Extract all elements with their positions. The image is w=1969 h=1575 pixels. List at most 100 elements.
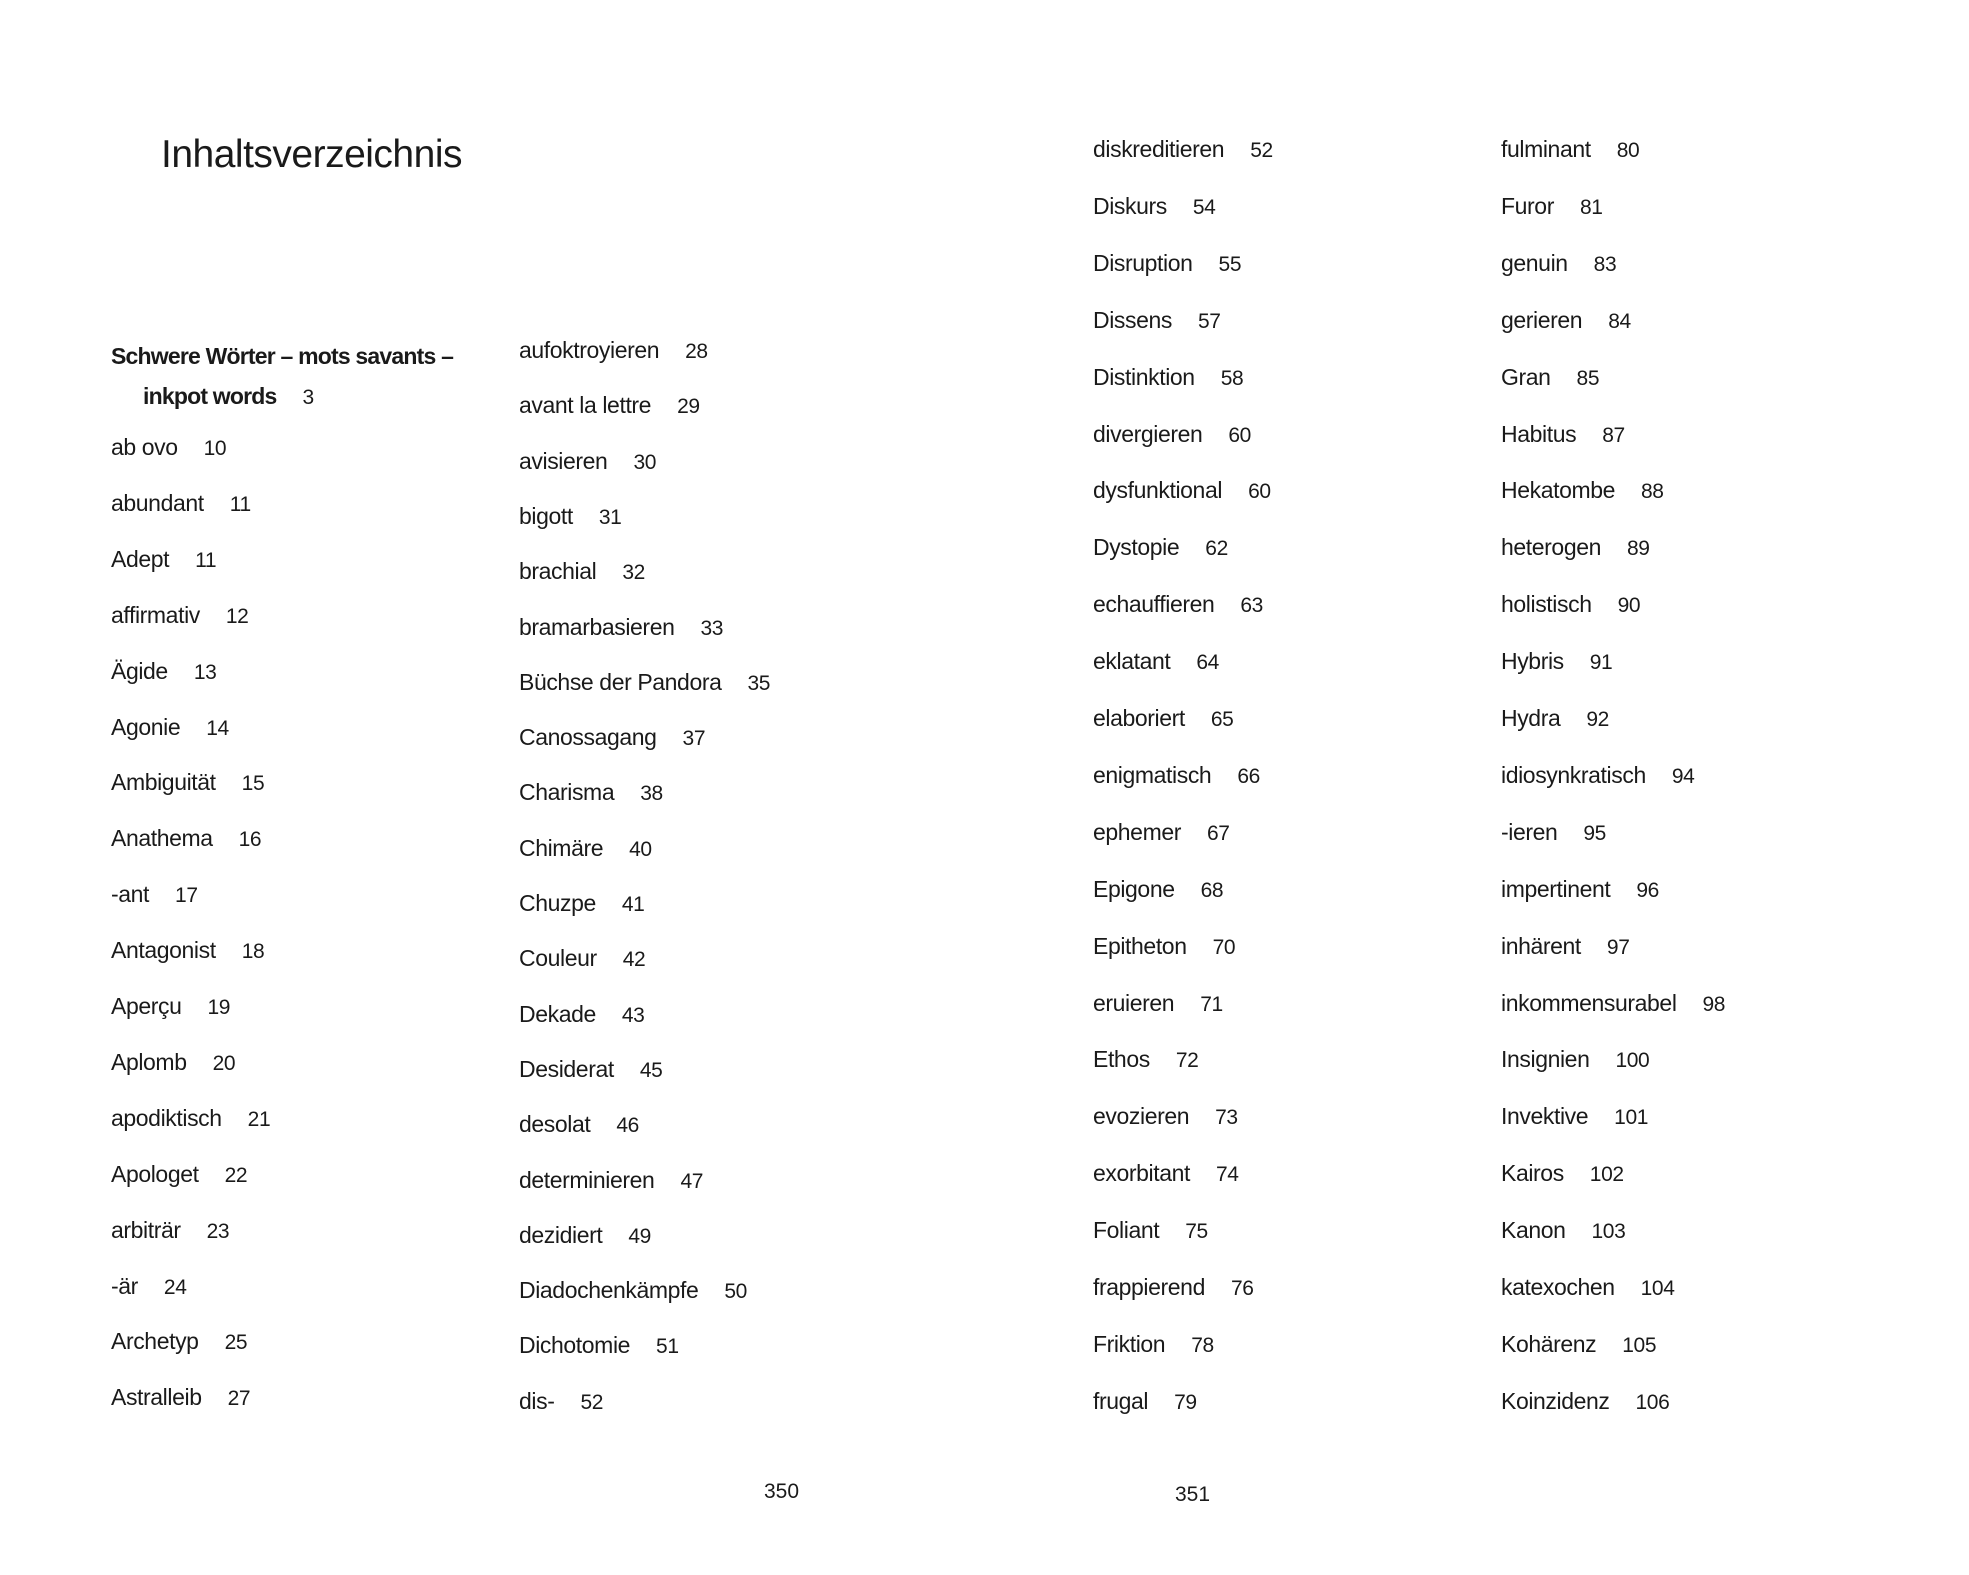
- toc-entry: -ieren 95: [1501, 818, 1606, 848]
- entry-page-number: 79: [1174, 1390, 1197, 1414]
- entry-term: fulminant: [1501, 136, 1591, 162]
- toc-entry: Kanon 103: [1501, 1216, 1626, 1246]
- toc-entry: frugal 79: [1093, 1387, 1197, 1417]
- entry-term: Aperçu: [111, 993, 182, 1019]
- toc-entry: arbiträr 23: [111, 1216, 230, 1246]
- entry-term: Anathema: [111, 825, 213, 852]
- toc-entry: Apologet 22: [111, 1160, 248, 1190]
- toc-entry: Habitus 87: [1501, 420, 1625, 450]
- toc-entry: enigmatisch 66: [1093, 761, 1260, 791]
- entry-page-number: 49: [628, 1224, 651, 1248]
- toc-entry: eruieren 71: [1093, 989, 1223, 1019]
- entry-term: Ethos: [1093, 1046, 1150, 1073]
- entry-page-number: 78: [1191, 1333, 1214, 1357]
- entry-term: Kohärenz: [1501, 1330, 1597, 1357]
- page-number-right: 351: [1175, 1483, 1211, 1506]
- toc-entry: Diadochenkämpfe 50: [519, 1276, 747, 1306]
- entry-page-number: 24: [163, 1275, 187, 1299]
- entry-page-number: 27: [227, 1387, 251, 1411]
- entry-term: Ambiguität: [111, 769, 216, 796]
- entry-term: avisieren: [519, 447, 608, 474]
- entry-term: bramarbasieren: [519, 613, 675, 640]
- entry-term: holistisch: [1501, 591, 1592, 618]
- toc-entry: Canossagang 37: [519, 723, 706, 753]
- entry-term: Aplomb: [111, 1048, 187, 1075]
- toc-entry: apodiktisch 21: [111, 1104, 271, 1134]
- toc-entry: bigott 31: [519, 502, 622, 532]
- toc-entry: Kohärenz 105: [1501, 1330, 1657, 1360]
- entry-term: ab ovo: [111, 434, 178, 460]
- page-title: Inhaltsverzeichnis: [161, 133, 462, 176]
- toc-entry: Epigone 68: [1093, 875, 1224, 905]
- entry-page-number: 60: [1248, 480, 1271, 504]
- entry-page-number: 25: [224, 1331, 248, 1355]
- toc-entry: Agonie 14: [111, 713, 229, 743]
- toc-entry: abundant 11: [111, 489, 251, 519]
- entry-term: Epitheton: [1093, 932, 1187, 959]
- entry-term: exorbitant: [1093, 1160, 1191, 1187]
- entry-page-number: 105: [1622, 1333, 1657, 1357]
- entry-page-number: 64: [1196, 651, 1219, 675]
- entry-term: evozieren: [1093, 1103, 1190, 1130]
- toc-entry: avant la lettre 29: [519, 391, 700, 421]
- entry-term: abundant: [111, 489, 204, 516]
- entry-term: Canossagang: [519, 724, 657, 751]
- toc-entry: Ethos 72: [1093, 1045, 1199, 1075]
- entry-term: Desiderat: [519, 1055, 614, 1082]
- entry-page-number: 106: [1635, 1390, 1670, 1414]
- toc-entry: bramarbasieren 33: [519, 613, 723, 643]
- toc-entry: elaboriert 65: [1093, 704, 1234, 734]
- entry-page-number: 33: [700, 616, 724, 640]
- toc-entry: Hekatombe 88: [1501, 476, 1664, 506]
- entry-term: Diskurs: [1093, 192, 1167, 219]
- toc-entry: Ägide 13: [111, 657, 217, 687]
- entry-page-number: 94: [1671, 764, 1695, 788]
- entry-term: enigmatisch: [1093, 761, 1212, 788]
- entry-page-number: 18: [241, 940, 265, 964]
- toc-entry: Gran 85: [1501, 363, 1600, 393]
- toc-entry: Distinktion 58: [1093, 363, 1244, 393]
- entry-page-number: 95: [1583, 821, 1606, 845]
- toc-entry: Archetyp 25: [111, 1327, 248, 1357]
- toc-entry: genuin 83: [1501, 249, 1617, 279]
- entry-term: -är: [111, 1272, 138, 1299]
- entry-term: Charisma: [519, 779, 615, 806]
- entry-term: Couleur: [519, 945, 597, 972]
- entry-page-number: 104: [1640, 1277, 1675, 1300]
- toc-entry: Ambiguität 15: [111, 768, 265, 798]
- section-heading: Schwere Wörter – mots savants – inkpot w…: [111, 336, 454, 418]
- entry-page-number: 22: [224, 1163, 248, 1187]
- entry-term: Epigone: [1093, 875, 1175, 902]
- toc-entry: impertinent 96: [1501, 875, 1659, 905]
- toc-entry: Antagonist 18: [111, 936, 265, 966]
- entry-term: Gran: [1501, 363, 1551, 390]
- toc-entry: Chimäre 40: [519, 834, 652, 864]
- entry-page-number: 37: [682, 727, 706, 751]
- entry-term: avant la lettre: [519, 392, 652, 419]
- entry-term: arbiträr: [111, 1216, 181, 1243]
- entry-page-number: 85: [1576, 366, 1600, 390]
- toc-entry: Insignien 100: [1501, 1045, 1650, 1075]
- toc-entry: Dichotomie 51: [519, 1331, 679, 1361]
- toc-entry: determinieren 47: [519, 1166, 703, 1196]
- toc-entry: eklatant 64: [1093, 647, 1219, 677]
- entry-term: Invektive: [1501, 1103, 1589, 1130]
- entry-term: frappierend: [1093, 1274, 1205, 1300]
- entry-term: Kairos: [1501, 1160, 1564, 1187]
- entry-term: Furor: [1501, 192, 1554, 219]
- entry-page-number: 90: [1617, 594, 1641, 618]
- entry-term: Dichotomie: [519, 1332, 631, 1359]
- entry-page-number: 89: [1627, 537, 1650, 561]
- entry-page-number: 75: [1185, 1220, 1208, 1244]
- entry-term: dis-: [519, 1387, 555, 1414]
- entry-page-number: 92: [1586, 708, 1609, 731]
- entry-term: divergieren: [1093, 420, 1203, 447]
- entry-term: Hekatombe: [1501, 477, 1616, 504]
- entry-page-number: 41: [621, 893, 645, 916]
- entry-page-number: 55: [1218, 252, 1242, 276]
- entry-term: Dissens: [1093, 306, 1173, 333]
- entry-term: heterogen: [1501, 534, 1601, 561]
- entry-page-number: 96: [1636, 878, 1659, 902]
- entry-page-number: 101: [1614, 1106, 1649, 1130]
- toc-entry: avisieren 30: [519, 447, 656, 477]
